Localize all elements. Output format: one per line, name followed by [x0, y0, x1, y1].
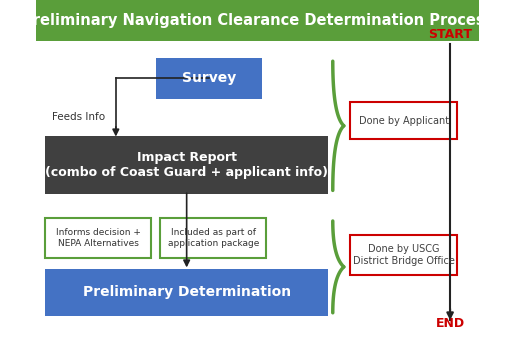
- FancyBboxPatch shape: [351, 235, 457, 275]
- Text: Preliminary Determination: Preliminary Determination: [82, 285, 291, 300]
- Text: Preliminary Navigation Clearance Determination Process: Preliminary Navigation Clearance Determi…: [22, 13, 493, 28]
- FancyBboxPatch shape: [45, 269, 329, 316]
- Text: END: END: [436, 317, 465, 330]
- Text: Included as part of
application package: Included as part of application package: [167, 228, 259, 248]
- Text: Done by USCG
District Bridge Office: Done by USCG District Bridge Office: [353, 244, 455, 266]
- FancyBboxPatch shape: [351, 102, 457, 139]
- Text: Done by Applicant: Done by Applicant: [358, 116, 449, 126]
- FancyBboxPatch shape: [45, 136, 329, 194]
- Text: Feeds Info: Feeds Info: [52, 112, 105, 122]
- FancyBboxPatch shape: [45, 218, 151, 258]
- FancyBboxPatch shape: [160, 218, 266, 258]
- FancyBboxPatch shape: [156, 58, 262, 99]
- Text: Survey: Survey: [182, 71, 236, 85]
- Text: START: START: [428, 28, 472, 41]
- Text: Informs decision +
NEPA Alternatives: Informs decision + NEPA Alternatives: [56, 228, 141, 248]
- FancyBboxPatch shape: [36, 0, 479, 41]
- Text: Impact Report
(combo of Coast Guard + applicant info): Impact Report (combo of Coast Guard + ap…: [45, 151, 328, 179]
